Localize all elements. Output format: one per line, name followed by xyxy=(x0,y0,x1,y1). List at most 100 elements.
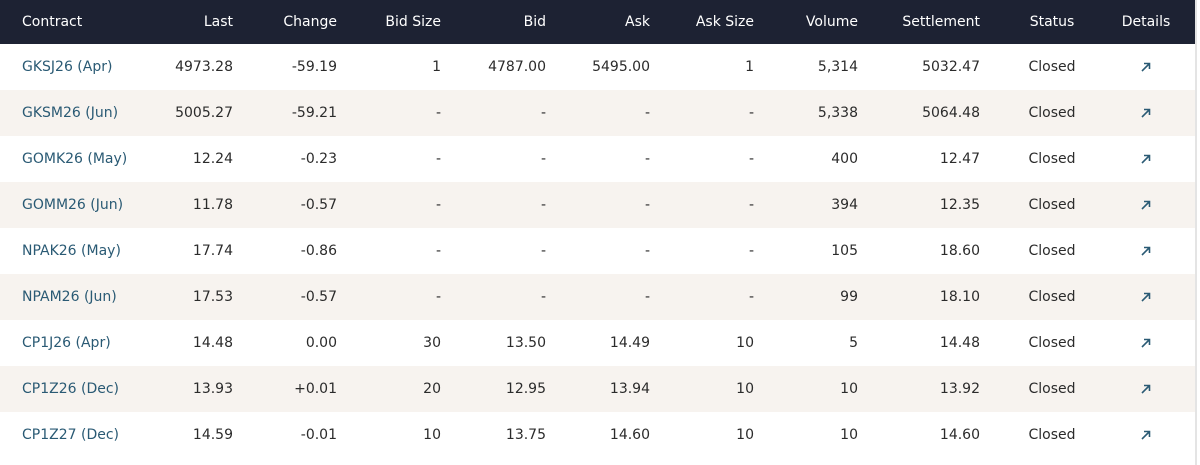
cell-text: 394 xyxy=(831,197,858,213)
cell-text: 12.24 xyxy=(192,151,233,167)
cell-text: +0.01 xyxy=(294,381,337,397)
header-row: Contract Last Change Bid Size Bid Ask Ask Size… xyxy=(0,0,1195,44)
details-icon[interactable] xyxy=(1140,245,1152,257)
cell-text: Closed xyxy=(1028,289,1076,305)
column-header: Settlement xyxy=(902,14,980,30)
contract-link[interactable]: CP1Z26 (Dec) xyxy=(22,381,119,397)
cell-text: Closed xyxy=(1028,243,1076,259)
contract-link[interactable]: NPAM26 (Jun) xyxy=(22,289,117,305)
cell-text: 14.49 xyxy=(609,335,650,351)
cell-text: Closed xyxy=(1028,59,1076,75)
table-row: GOMM26 (Jun) 11.78 -0.57 - - - - 394 12.35 Closed xyxy=(0,182,1195,228)
cell-text: -0.01 xyxy=(300,427,337,443)
cell-text: - xyxy=(644,289,650,305)
cell-text: 5,314 xyxy=(817,59,858,75)
cell-text: 20 xyxy=(423,381,441,397)
cell-text: - xyxy=(540,105,546,121)
cell-text: 13.75 xyxy=(505,427,546,443)
details-icon[interactable] xyxy=(1140,61,1152,73)
cell-text: - xyxy=(644,243,650,259)
cell-text: 14.48 xyxy=(939,335,980,351)
cell-text: - xyxy=(540,197,546,213)
arrow xyxy=(1141,108,1151,118)
cell-text: Closed xyxy=(1028,335,1076,351)
table-row: GOMK26 (May) 12.24 -0.23 - - - - 400 12.47 Closed xyxy=(0,136,1195,182)
cell-text: 14.60 xyxy=(939,427,980,443)
cell-text: 5005.27 xyxy=(175,105,233,121)
details-icon[interactable] xyxy=(1140,337,1152,349)
arrow xyxy=(1141,384,1151,394)
cell-text: 10 xyxy=(423,427,441,443)
cell-text: 4787.00 xyxy=(488,59,546,75)
cell-text: - xyxy=(540,243,546,259)
cell-text: -0.57 xyxy=(300,289,337,305)
cell-text: Closed xyxy=(1028,381,1076,397)
cell-text: 10 xyxy=(840,427,858,443)
cell-text: - xyxy=(540,151,546,167)
arrow xyxy=(1141,430,1151,440)
cell-text: Closed xyxy=(1028,105,1076,121)
cell-text: - xyxy=(435,105,441,121)
cell-text: 14.60 xyxy=(609,427,650,443)
cell-text: 5032.47 xyxy=(922,59,980,75)
cell-text: -0.57 xyxy=(300,197,337,213)
cell-text: - xyxy=(748,105,754,121)
cell-text: 1 xyxy=(745,59,754,75)
cell-text: 0.00 xyxy=(305,335,337,351)
column-header: Bid xyxy=(523,14,546,30)
table-row: GKSM26 (Jun) 5005.27 -59.21 - - - - 5,338 5064.4… xyxy=(0,90,1195,136)
cell-text: 400 xyxy=(831,151,858,167)
details-icon[interactable] xyxy=(1140,199,1152,211)
cell-text: 10 xyxy=(736,381,754,397)
cell-text: 13.94 xyxy=(609,381,650,397)
cell-text: 12.35 xyxy=(939,197,980,213)
cell-text: 10 xyxy=(736,335,754,351)
details-icon[interactable] xyxy=(1140,429,1152,441)
contract-link[interactable]: NPAK26 (May) xyxy=(22,243,121,259)
cell-text: 10 xyxy=(736,427,754,443)
cell-text: Closed xyxy=(1028,427,1076,443)
contract-link[interactable]: GKSJ26 (Apr) xyxy=(22,59,113,75)
table-row: NPAK26 (May) 17.74 -0.86 - - - - 105 18.60 Closed xyxy=(0,228,1195,274)
column-header: Last xyxy=(203,14,233,30)
arrow xyxy=(1141,292,1151,302)
cell-text: 18.60 xyxy=(939,243,980,259)
arrow xyxy=(1141,154,1151,164)
cell-text: 13.50 xyxy=(505,335,546,351)
cell-text: - xyxy=(540,289,546,305)
contract-link[interactable]: GKSM26 (Jun) xyxy=(22,105,119,121)
column-header: Volume xyxy=(805,14,858,30)
column-header: Ask Size xyxy=(695,14,754,30)
details-icon[interactable] xyxy=(1140,291,1152,303)
contract-link[interactable]: CP1Z27 (Dec) xyxy=(22,427,119,443)
column-header: Ask xyxy=(625,14,650,30)
cell-text: 5,338 xyxy=(817,105,858,121)
cell-text: 14.48 xyxy=(192,335,233,351)
contract-link[interactable]: GOMM26 (Jun) xyxy=(22,197,124,213)
cell-text: 18.10 xyxy=(939,289,980,305)
table-row: CP1J26 (Apr) 14.48 0.00 30 13.50 14.49 10 5 14.4… xyxy=(0,320,1195,366)
table-row: NPAM26 (Jun) 17.53 -0.57 - - - - 99 18.10 Closed xyxy=(0,274,1195,320)
details-icon[interactable] xyxy=(1140,153,1152,165)
cell-text: - xyxy=(748,243,754,259)
cell-text: - xyxy=(644,105,650,121)
cell-text: 11.78 xyxy=(192,197,233,213)
cell-text: 13.92 xyxy=(939,381,980,397)
contract-link[interactable]: CP1J26 (Apr) xyxy=(22,335,111,351)
details-icon[interactable] xyxy=(1140,383,1152,395)
cell-text: -59.19 xyxy=(291,59,337,75)
cell-text: 5495.00 xyxy=(592,59,650,75)
cell-text: 17.53 xyxy=(192,289,233,305)
cell-text: - xyxy=(748,151,754,167)
contract-link[interactable]: GOMK26 (May) xyxy=(22,151,128,167)
column-header: Details xyxy=(1121,14,1171,30)
column-header: Status xyxy=(1029,14,1075,30)
cell-text: - xyxy=(435,151,441,167)
cell-text: - xyxy=(644,197,650,213)
details-icon[interactable] xyxy=(1140,107,1152,119)
cell-text: Closed xyxy=(1028,151,1076,167)
cell-text: - xyxy=(748,289,754,305)
table-row: CP1Z27 (Dec) 14.59 -0.01 10 13.75 14.60 10 10 14… xyxy=(0,412,1195,458)
cell-text: 99 xyxy=(840,289,858,305)
